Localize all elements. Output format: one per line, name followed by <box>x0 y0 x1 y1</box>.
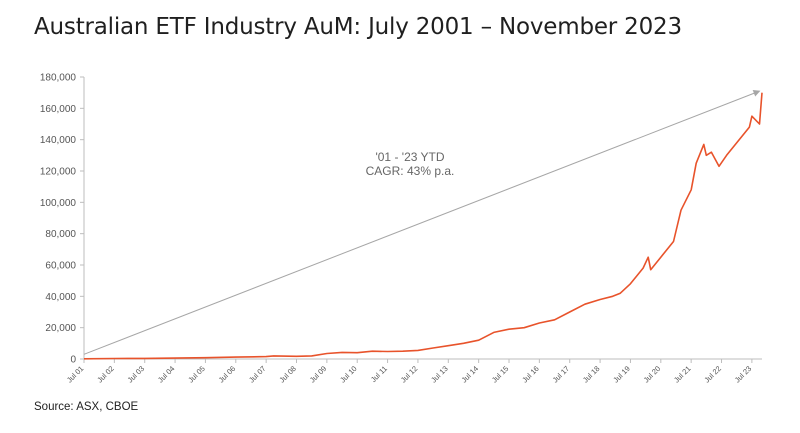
y-axis: 0 20,000 40,000 60,000 80,000 100,000 120,000 1… <box>40 73 85 366</box>
x-tick-label: Jul 03 <box>126 364 147 385</box>
x-tick-label: Jul 08 <box>277 364 298 385</box>
x-tick-label: Jul 21 <box>672 364 693 385</box>
x-tick-label: Jul 04 <box>156 364 177 385</box>
y-tick-label: 120,000 <box>40 167 77 178</box>
x-tick-label: Jul 19 <box>611 364 632 385</box>
x-tick-label: Jul 14 <box>460 364 481 385</box>
x-axis: Jul 01 Jul 02 Jul 03 Jul 04 Jul 05 Jul 06 Jul … <box>65 358 762 385</box>
annotation-period: '01 - '23 YTD <box>375 150 444 164</box>
annotation-cagr: CAGR: 43% p.a. <box>366 164 455 178</box>
x-tick-label: Jul 09 <box>308 364 329 385</box>
y-tick-label: 140,000 <box>40 135 77 146</box>
x-tick-label: Jul 23 <box>733 364 754 385</box>
x-tick-label: Jul 11 <box>369 364 389 384</box>
x-tick-label: Jul 16 <box>520 364 541 385</box>
y-tick-label: 100,000 <box>40 198 77 209</box>
x-tick-label: Jul 07 <box>247 364 268 385</box>
y-tick-label: 20,000 <box>45 323 76 334</box>
x-tick-label: Jul 17 <box>551 364 572 385</box>
cagr-trend-arrow <box>83 90 761 355</box>
y-tick-label: 80,000 <box>45 229 76 240</box>
x-tick-label: Jul 15 <box>490 364 511 385</box>
y-tick-label: 40,000 <box>45 292 76 303</box>
y-tick-label: 0 <box>70 355 76 366</box>
chart-title: Australian ETF Industry AuM: July 2001 –… <box>34 14 682 40</box>
aum-series-line <box>83 92 763 360</box>
x-tick-label: Jul 01 <box>65 364 86 385</box>
y-tick-label: 60,000 <box>45 261 76 272</box>
x-tick-label: Jul 12 <box>399 364 420 385</box>
x-tick-label: Jul 10 <box>338 364 359 385</box>
x-tick-label: Jul 13 <box>429 364 450 385</box>
x-tick-label: Jul 06 <box>217 364 238 385</box>
y-tick-label: 180,000 <box>40 73 77 84</box>
x-tick-label: Jul 02 <box>95 364 116 385</box>
source-note: Source: ASX, CBOE <box>34 401 139 413</box>
y-tick-label: 160,000 <box>40 104 77 115</box>
x-tick-label: Jul 05 <box>186 364 207 385</box>
x-tick-label: Jul 18 <box>581 364 602 385</box>
x-tick-label: Jul 20 <box>642 364 663 385</box>
x-tick-label: Jul 22 <box>702 364 723 385</box>
